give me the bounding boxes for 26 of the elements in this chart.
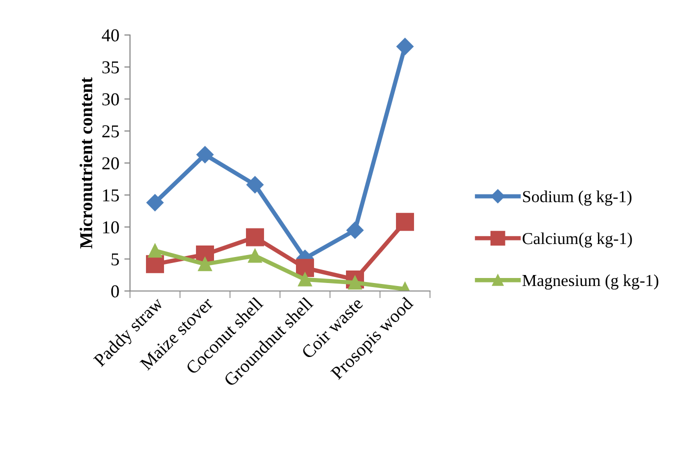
point — [146, 194, 164, 212]
point — [296, 258, 314, 277]
point — [146, 255, 164, 274]
legend-label: Magnesium (g kg-1) — [522, 274, 658, 290]
y-tick-label: 25 — [102, 125, 119, 138]
point — [346, 222, 364, 239]
y-tick-label: 35 — [102, 61, 119, 74]
point — [246, 176, 264, 194]
point — [396, 38, 414, 56]
y-tick-label: 5 — [112, 253, 119, 266]
y-tick-label: 0 — [111, 285, 119, 298]
y-tick-label: 30 — [102, 93, 119, 106]
point — [148, 244, 162, 258]
point — [248, 248, 262, 263]
point — [396, 212, 414, 231]
y-tick-label: 20 — [102, 157, 119, 170]
legend-label: Calcium(g kg-1) — [522, 232, 632, 248]
point — [298, 272, 312, 286]
point — [246, 228, 264, 246]
y-tick-label: 40 — [102, 29, 119, 42]
y-tick-label: 15 — [103, 189, 119, 202]
legend-label: Sodium (g kg-1) — [523, 190, 632, 206]
point — [198, 257, 212, 272]
y-axis-title: Micronutrient content — [80, 77, 92, 249]
point — [196, 146, 214, 164]
y-tick-label: 10 — [103, 221, 119, 234]
